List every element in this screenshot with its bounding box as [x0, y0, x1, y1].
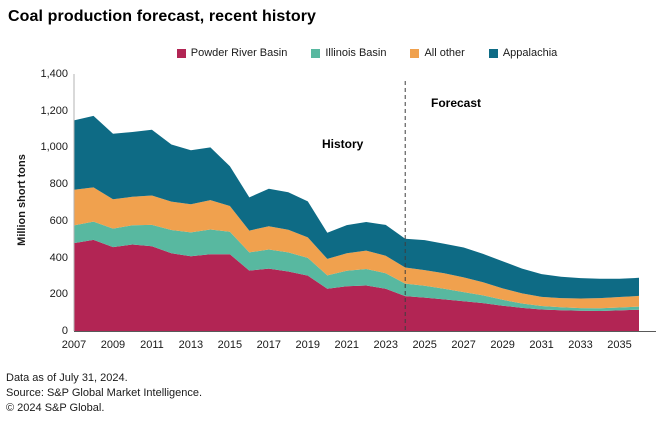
- x-tick-label-2031: 2031: [529, 339, 554, 351]
- legend-swatch: [488, 48, 498, 58]
- footnote-date: Data as of July 31, 2024.: [6, 372, 128, 384]
- y-tick-label-0: 0: [61, 325, 68, 337]
- legend: Powder River Basin Illinois Basin All othe…: [84, 47, 650, 59]
- y-tick-label-1,000: 1,000: [40, 141, 68, 154]
- y-tick-label-200: 200: [49, 288, 68, 301]
- area-series-illinois-basin: [74, 221, 639, 311]
- x-tick-label-2025: 2025: [412, 339, 437, 351]
- x-tick-label-2027: 2027: [451, 339, 476, 351]
- x-tick-label-2015: 2015: [217, 339, 243, 351]
- area-series-all-other: [74, 187, 639, 309]
- legend-label: Powder River Basin: [190, 47, 288, 59]
- footnote-source: Source: S&P Global Market Intelligence.: [6, 387, 203, 399]
- x-tick-label-2011: 2011: [140, 339, 164, 351]
- x-tick-label-2033: 2033: [568, 339, 593, 351]
- legend-item-powder-river-basin: Powder River Basin: [176, 47, 288, 59]
- legend-swatch: [410, 48, 420, 58]
- legend-label: Illinois Basin: [325, 47, 387, 59]
- legend-item-illinois-basin: Illinois Basin: [311, 47, 386, 59]
- x-tick-label-2013: 2013: [178, 339, 204, 351]
- x-tick-label-2017: 2017: [256, 339, 282, 351]
- x-tick-label-2007: 2007: [61, 339, 87, 351]
- y-tick-label-800: 800: [49, 178, 68, 191]
- y-tick-label-1,400: 1,400: [40, 68, 68, 80]
- x-tick-label-2023: 2023: [373, 339, 398, 351]
- legend-item-all-other: All other: [410, 47, 465, 59]
- x-tick-label-2021: 2021: [334, 339, 359, 351]
- area-series-appalachia: [74, 115, 639, 299]
- y-axis-title: Million short tons: [16, 154, 28, 246]
- legend-swatch: [176, 48, 186, 58]
- forecast-annotation: Forecast: [431, 96, 482, 110]
- legend-item-appalachia: Appalachia: [488, 47, 558, 59]
- footnotes: Data as of July 31, 2024. Source: S&P Gl…: [6, 371, 202, 416]
- footnote-copyright: © 2024 S&P Global.: [6, 402, 105, 414]
- legend-label: All other: [424, 47, 465, 59]
- legend-swatch: [311, 48, 321, 58]
- area-series-powder-river-basin: [74, 239, 639, 331]
- history-annotation: History: [322, 137, 364, 151]
- page-title: Coal production forecast, recent history: [8, 8, 317, 25]
- legend-label: Appalachia: [502, 47, 558, 59]
- x-tick-label-2019: 2019: [295, 339, 321, 351]
- x-tick-label-2035: 2035: [607, 339, 632, 351]
- x-tick-label-2009: 2009: [100, 339, 126, 351]
- y-tick-label-1,200: 1,200: [40, 104, 68, 117]
- x-tick-label-2029: 2029: [490, 339, 515, 351]
- y-tick-label-600: 600: [49, 214, 68, 227]
- y-tick-label-400: 400: [49, 251, 68, 264]
